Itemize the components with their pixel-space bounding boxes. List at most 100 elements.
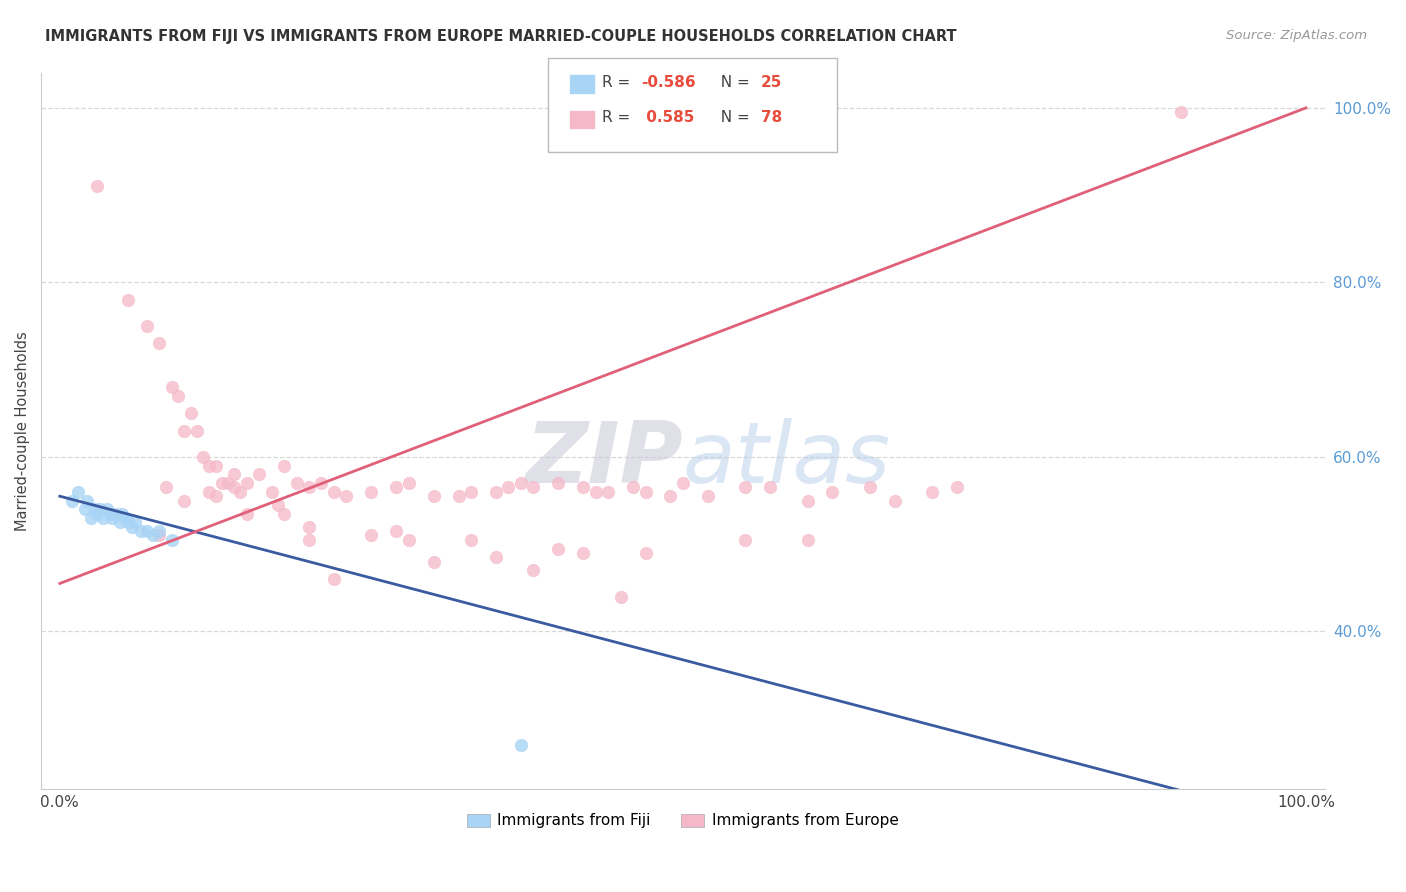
Point bbox=[121, 520, 143, 534]
Point bbox=[142, 528, 165, 542]
Point bbox=[398, 476, 420, 491]
Point bbox=[148, 524, 170, 538]
Point bbox=[155, 480, 177, 494]
Point bbox=[211, 476, 233, 491]
Point bbox=[398, 533, 420, 547]
Point bbox=[298, 533, 321, 547]
Point bbox=[148, 336, 170, 351]
Point bbox=[621, 480, 644, 494]
Point bbox=[485, 484, 508, 499]
Point bbox=[572, 480, 595, 494]
Point bbox=[946, 480, 969, 494]
Point bbox=[180, 406, 202, 420]
Point bbox=[821, 484, 844, 499]
Point bbox=[509, 738, 531, 752]
Point bbox=[98, 507, 121, 521]
Text: 78: 78 bbox=[761, 111, 782, 125]
Point bbox=[224, 480, 246, 494]
Point bbox=[235, 476, 257, 491]
Point bbox=[93, 511, 115, 525]
Point bbox=[160, 533, 183, 547]
Point bbox=[759, 480, 782, 494]
Point bbox=[80, 511, 103, 525]
Legend: Immigrants from Fiji, Immigrants from Europe: Immigrants from Fiji, Immigrants from Eu… bbox=[461, 807, 905, 835]
Point bbox=[229, 484, 252, 499]
Point bbox=[385, 480, 408, 494]
Text: R =: R = bbox=[602, 75, 636, 89]
Point bbox=[273, 507, 295, 521]
Point bbox=[385, 524, 408, 538]
Point bbox=[117, 293, 139, 307]
Text: N =: N = bbox=[711, 111, 755, 125]
Point bbox=[634, 484, 657, 499]
Point bbox=[447, 489, 470, 503]
Point bbox=[522, 480, 544, 494]
Point bbox=[609, 590, 631, 604]
Point bbox=[672, 476, 695, 491]
Text: IMMIGRANTS FROM FIJI VS IMMIGRANTS FROM EUROPE MARRIED-COUPLE HOUSEHOLDS CORRELA: IMMIGRANTS FROM FIJI VS IMMIGRANTS FROM … bbox=[45, 29, 956, 44]
Point bbox=[160, 380, 183, 394]
Point bbox=[86, 179, 108, 194]
Point bbox=[598, 484, 620, 499]
Text: Source: ZipAtlas.com: Source: ZipAtlas.com bbox=[1226, 29, 1367, 42]
Point bbox=[114, 511, 136, 525]
Point bbox=[298, 480, 321, 494]
Point bbox=[217, 476, 239, 491]
Point bbox=[422, 555, 444, 569]
Point bbox=[186, 424, 208, 438]
Point bbox=[198, 458, 221, 473]
Point bbox=[422, 489, 444, 503]
Point bbox=[96, 502, 118, 516]
Point bbox=[311, 476, 333, 491]
Point bbox=[659, 489, 682, 503]
Text: -0.586: -0.586 bbox=[641, 75, 696, 89]
Point bbox=[191, 450, 214, 464]
Point bbox=[124, 516, 146, 530]
Point bbox=[460, 533, 482, 547]
Point bbox=[167, 389, 190, 403]
Point bbox=[83, 502, 105, 516]
Point bbox=[204, 489, 226, 503]
Point bbox=[460, 484, 482, 499]
Y-axis label: Married-couple Households: Married-couple Households bbox=[15, 331, 30, 531]
Point bbox=[173, 493, 195, 508]
Point bbox=[498, 480, 520, 494]
Point bbox=[298, 520, 321, 534]
Point bbox=[696, 489, 718, 503]
Point bbox=[267, 498, 290, 512]
Point bbox=[323, 572, 346, 586]
Point bbox=[522, 563, 544, 577]
Point bbox=[104, 507, 127, 521]
Point bbox=[585, 484, 607, 499]
Point bbox=[734, 533, 756, 547]
Point bbox=[247, 467, 270, 482]
Point bbox=[335, 489, 357, 503]
Text: N =: N = bbox=[711, 75, 755, 89]
Text: R =: R = bbox=[602, 111, 640, 125]
Text: 0.585: 0.585 bbox=[641, 111, 695, 125]
Point bbox=[883, 493, 905, 508]
Point bbox=[136, 524, 159, 538]
Text: ZIP: ZIP bbox=[526, 417, 683, 501]
Point bbox=[89, 502, 111, 516]
Point bbox=[76, 493, 98, 508]
Text: 25: 25 bbox=[761, 75, 782, 89]
Point bbox=[509, 476, 531, 491]
Point bbox=[485, 550, 508, 565]
Point bbox=[148, 528, 170, 542]
Point bbox=[173, 424, 195, 438]
Text: atlas: atlas bbox=[683, 417, 891, 501]
Point bbox=[572, 546, 595, 560]
Point bbox=[198, 484, 221, 499]
Point bbox=[111, 507, 134, 521]
Point bbox=[921, 484, 943, 499]
Point bbox=[734, 480, 756, 494]
Point bbox=[323, 484, 346, 499]
Point bbox=[360, 528, 382, 542]
Point bbox=[634, 546, 657, 560]
Point bbox=[224, 467, 246, 482]
Point bbox=[101, 511, 124, 525]
Point bbox=[360, 484, 382, 499]
Point bbox=[285, 476, 308, 491]
Point bbox=[547, 541, 569, 556]
